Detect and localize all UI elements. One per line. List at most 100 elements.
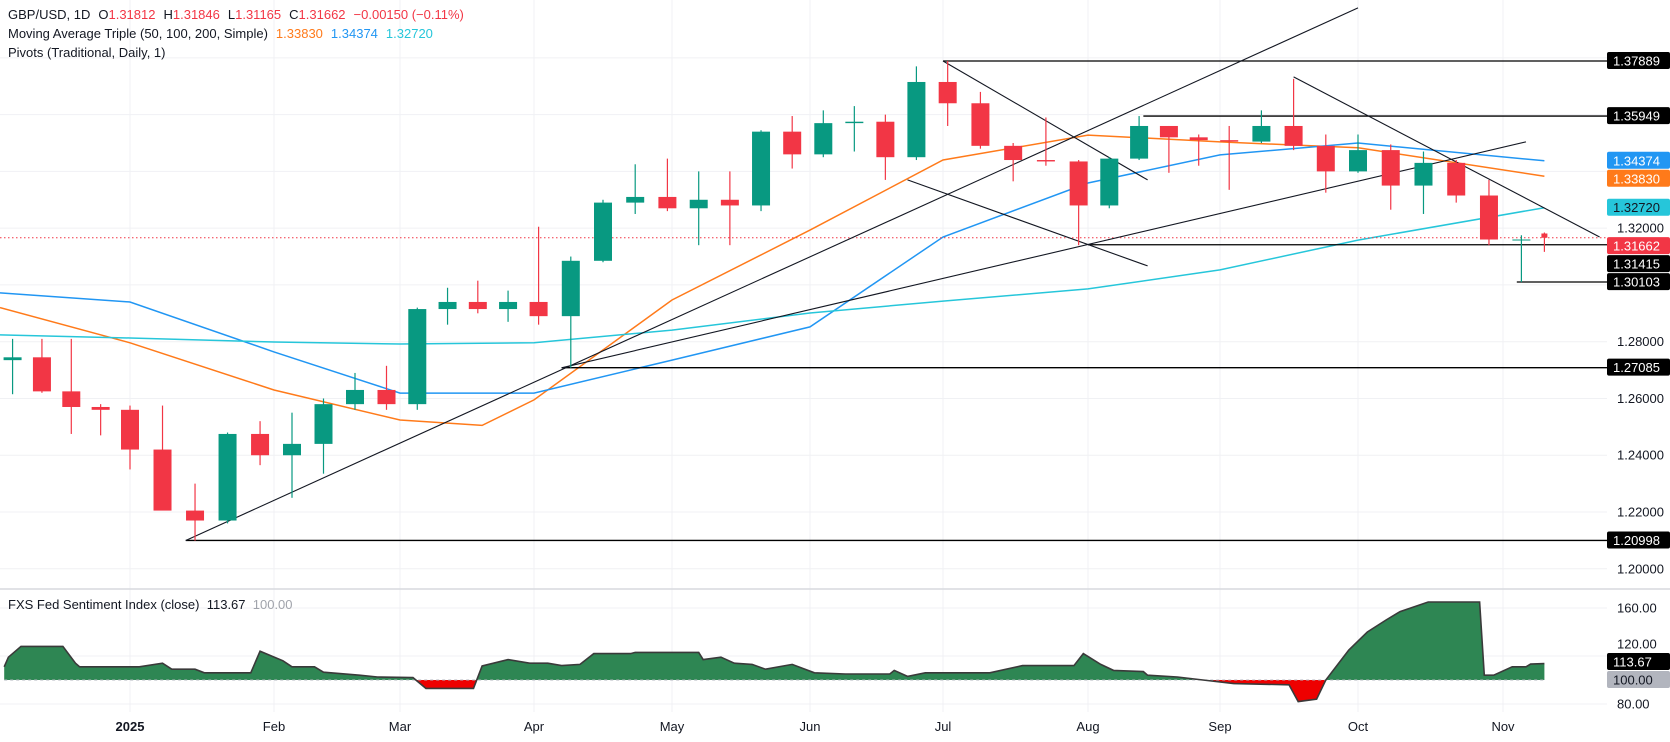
- candle: [1189, 134, 1208, 166]
- price-tick-label: 1.26000: [1617, 391, 1664, 406]
- symbol-legend: GBP/USD, 1D O1.31812 H1.31846 L1.31165 C1.31…: [8, 6, 464, 24]
- candle-body: [251, 433, 270, 456]
- candle-body: [752, 131, 771, 206]
- indicator-badge-bg: [1607, 653, 1670, 670]
- candle: [938, 60, 957, 126]
- candle-body: [468, 301, 487, 310]
- candle-body: [1004, 145, 1023, 161]
- price-axis[interactable]: 1.37889 1.35949 1.34374 1.33830 1.32720 1.320…: [1607, 52, 1670, 712]
- time-tick-label: Jul: [935, 719, 952, 734]
- time-axis[interactable]: 2025 Feb Mar Apr May Jun Jul Aug Sep Oct Nov: [116, 719, 1516, 734]
- moving-averages: [0, 134, 1545, 427]
- pivots-title[interactable]: Pivots (Traditional, Daily, 1): [8, 45, 166, 60]
- candle-body: [218, 433, 237, 521]
- open-label: O: [98, 7, 109, 22]
- low-label: L: [227, 7, 236, 22]
- pivot-badge-text: 1.20998: [1613, 533, 1660, 548]
- candle-body: [1159, 125, 1178, 138]
- candles: [3, 60, 1548, 541]
- candle-body: [1349, 150, 1367, 172]
- candle: [845, 106, 864, 152]
- trendlines[interactable]: [185, 7, 1600, 541]
- high-label: H: [163, 7, 173, 22]
- close-label: C: [289, 7, 299, 22]
- candle-body: [1479, 195, 1498, 240]
- candle: [153, 405, 172, 511]
- candle: [186, 483, 205, 541]
- price-badge-bg: [1607, 169, 1670, 187]
- sentiment-area-below: [4, 680, 1545, 702]
- price-tick-label-text: 1.28000: [1617, 334, 1664, 349]
- indicator-badge-text: 100.00: [1613, 673, 1653, 688]
- candle: [1414, 151, 1433, 214]
- trendline[interactable]: [561, 141, 1527, 369]
- candle: [1381, 144, 1400, 210]
- indicator-baseline-value: 100.00: [252, 597, 293, 612]
- high-value: 1.31846: [172, 7, 220, 22]
- price-badge: 1.32720: [1607, 198, 1670, 216]
- candle: [1349, 134, 1367, 173]
- candle: [720, 171, 739, 246]
- pivot-badge-text: 1.35949: [1613, 109, 1660, 124]
- trendline[interactable]: [1293, 76, 1600, 238]
- candle: [1004, 143, 1023, 182]
- ma100-value: 1.34374: [330, 26, 378, 41]
- price-badge: 1.31662: [1607, 237, 1670, 255]
- price-tick-label-text: 1.26000: [1617, 391, 1664, 406]
- candle: [3, 338, 22, 395]
- pivot-badge-bg: [1607, 255, 1670, 273]
- time-tick-label: May: [660, 719, 685, 734]
- candle: [1541, 232, 1548, 252]
- price-badge-text: 1.33830: [1613, 171, 1660, 186]
- candle-body: [32, 357, 51, 392]
- candle: [971, 91, 990, 149]
- candle: [32, 338, 51, 393]
- indicator-title[interactable]: FXS Fed Sentiment Index (close): [8, 597, 200, 612]
- candle-body: [91, 406, 110, 410]
- pivot-badge-bg: [1607, 107, 1670, 125]
- candle-body: [314, 404, 333, 444]
- candle-body: [153, 449, 172, 511]
- ma-title[interactable]: Moving Average Triple (50, 100, 200, Sim…: [8, 26, 268, 41]
- indicator-badge-text: 113.67: [1613, 655, 1652, 670]
- candle-body: [499, 301, 518, 310]
- candle: [346, 372, 364, 410]
- candle: [468, 280, 487, 314]
- pivot-badge: 1.35949: [1607, 107, 1670, 125]
- candle: [658, 158, 677, 212]
- candle-body: [907, 81, 926, 158]
- close-value: 1.31662: [298, 7, 346, 22]
- price-badge-bg: [1607, 237, 1670, 255]
- candle-body: [626, 196, 645, 203]
- indicator-tick-label-text: 160.00: [1617, 601, 1657, 616]
- candle: [1159, 125, 1178, 173]
- time-tick-label: Jun: [800, 719, 821, 734]
- candle-body: [594, 202, 612, 261]
- candle: [218, 432, 237, 524]
- candle-body: [561, 260, 580, 317]
- candle: [561, 256, 580, 368]
- candle-body: [1541, 233, 1548, 238]
- candle-body: [845, 121, 864, 124]
- candle: [1100, 157, 1119, 209]
- low-value: 1.31165: [235, 7, 282, 22]
- ma50-line: [0, 134, 1545, 427]
- symbol-title[interactable]: GBP/USD, 1D: [8, 7, 91, 22]
- pivot-badge-bg: [1607, 52, 1670, 69]
- trendline[interactable]: [907, 179, 1148, 267]
- candle: [689, 171, 708, 246]
- candle: [1036, 117, 1055, 166]
- price-tick-label-text: 1.20000: [1617, 561, 1664, 576]
- price-tick-label-text: 1.22000: [1617, 505, 1664, 520]
- candle-body: [814, 123, 833, 155]
- ma100-line: [0, 142, 1545, 394]
- trendline[interactable]: [185, 7, 1359, 541]
- candle: [876, 114, 895, 180]
- pivot-badge-text: 1.31415: [1613, 257, 1660, 272]
- price-badge: 1.34374: [1607, 151, 1670, 169]
- candle-body: [720, 199, 739, 206]
- indicator-tick-label-text: 120.00: [1617, 637, 1657, 652]
- pivot-badge-bg: [1607, 358, 1670, 376]
- ma-legend: Moving Average Triple (50, 100, 200, Sim…: [8, 25, 433, 43]
